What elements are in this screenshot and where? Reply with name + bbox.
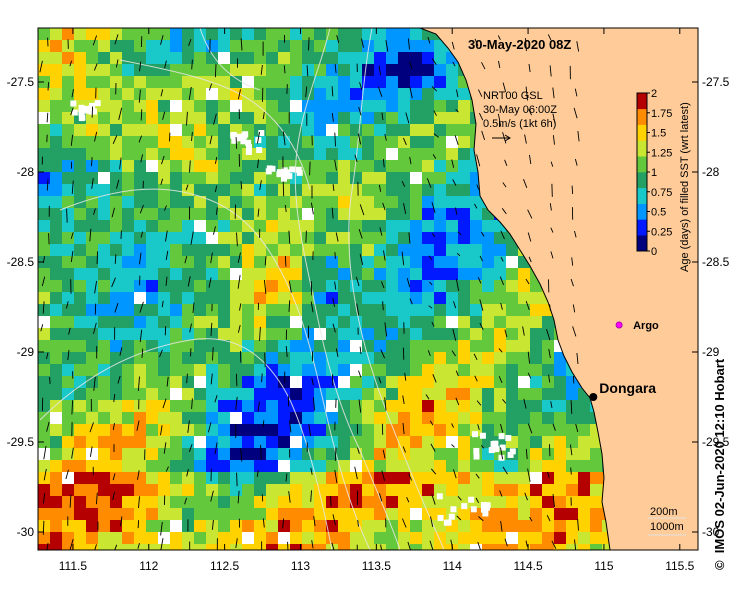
x-tick-label: 113.5	[362, 559, 391, 573]
current-legend-timestamp: 30-May 06:00Z	[483, 104, 557, 116]
current-legend-arrow	[492, 134, 511, 142]
colorbar-segment	[637, 124, 647, 141]
colorbar-segment	[637, 187, 647, 204]
x-tick-label: 115.5	[665, 559, 694, 573]
colorbar-segment	[637, 235, 647, 252]
y-tick-label: -28	[17, 165, 35, 179]
x-tick-label: 111.5	[59, 559, 88, 573]
argo-marker	[615, 321, 623, 329]
dongara-label: Dongara	[599, 380, 656, 396]
colorbar-tick-label: 2	[651, 88, 657, 100]
current-legend-product: NRT00 GSL	[483, 90, 543, 102]
colorbar-tick-label: 1	[651, 167, 657, 179]
y-tick-label: -29	[17, 345, 35, 359]
y-tick-label-right: -27.5	[702, 75, 730, 89]
colorbar-segment	[637, 93, 647, 110]
place-markers: Dongara Argo	[589, 320, 659, 401]
current-legend-scale: 0.5m/s (1kt 6h)	[483, 118, 556, 130]
y-axis: -27.5 -27.5 -28 -28 -28.5 -28.5 -29 -29 -29.5 -29…	[7, 75, 730, 539]
colorbar-segment	[637, 219, 647, 236]
map-title: 30-May-2020 08Z	[468, 37, 571, 52]
isobath-contours	[39, 28, 445, 550]
y-tick-label: -29.5	[7, 435, 35, 449]
colorbar-segment	[637, 156, 647, 173]
plot-frame	[37, 27, 699, 551]
colorbar-tick-label: 0.5	[651, 207, 666, 219]
y-tick-label: -30	[17, 525, 35, 539]
colorbar-label: Age (days) of filled SST (wrt latest)	[679, 102, 691, 272]
y-tick-label-right: -28.5	[702, 255, 730, 269]
colorbar-tick-label: 1.5	[651, 128, 666, 140]
dongara-marker	[589, 393, 598, 401]
isobath-label-1000m: 1000m	[650, 521, 684, 533]
y-tick-label-right: -28	[702, 165, 720, 179]
colorbar-tick-label: 0	[651, 246, 657, 258]
colorbar-segment	[637, 203, 647, 220]
x-tick-label: 113	[291, 559, 310, 573]
y-tick-label-right: -29	[702, 345, 720, 359]
y-tick-label: -28.5	[7, 255, 35, 269]
x-tick-label: 115	[594, 559, 613, 573]
colorbar-segment	[637, 108, 647, 125]
colorbar: 0 0.25 0.5 0.75 1 1.25 1.5 1.75 2	[636, 88, 672, 258]
colorbar-segment	[637, 140, 647, 157]
x-tick-label: 114.5	[513, 559, 542, 573]
colorbar-tick-label: 0.75	[651, 187, 672, 199]
isobath-label-200m: 200m	[650, 506, 678, 518]
y-tick-label: -27.5	[7, 75, 35, 89]
colorbar-tick-label: 0.25	[651, 226, 672, 238]
x-tick-label: 114	[443, 559, 462, 573]
x-tick-label: 112	[139, 559, 158, 573]
x-tick-label: 112.5	[210, 559, 239, 573]
copyright-icon: ©	[712, 553, 727, 570]
argo-label: Argo	[633, 320, 659, 332]
y-tick-label-right: -30	[702, 525, 720, 539]
land-mass	[419, 28, 698, 550]
x-axis: 111.5 112 112.5 113 113.5 114 114.5 115 115.5	[59, 28, 695, 573]
colorbar-tick-label: 1.75	[651, 108, 672, 120]
y-tick-label-right: -29.5	[702, 435, 730, 449]
credit-label: IMOS 02-Jun-2020 12:10 Hobart	[712, 358, 727, 554]
current-vectors	[39, 34, 580, 550]
credit-text: © IMOS 02-Jun-2020 12:10 Hobart	[712, 250, 727, 570]
colorbar-tick-label: 1.25	[651, 147, 672, 159]
colorbar-segment	[637, 172, 647, 189]
